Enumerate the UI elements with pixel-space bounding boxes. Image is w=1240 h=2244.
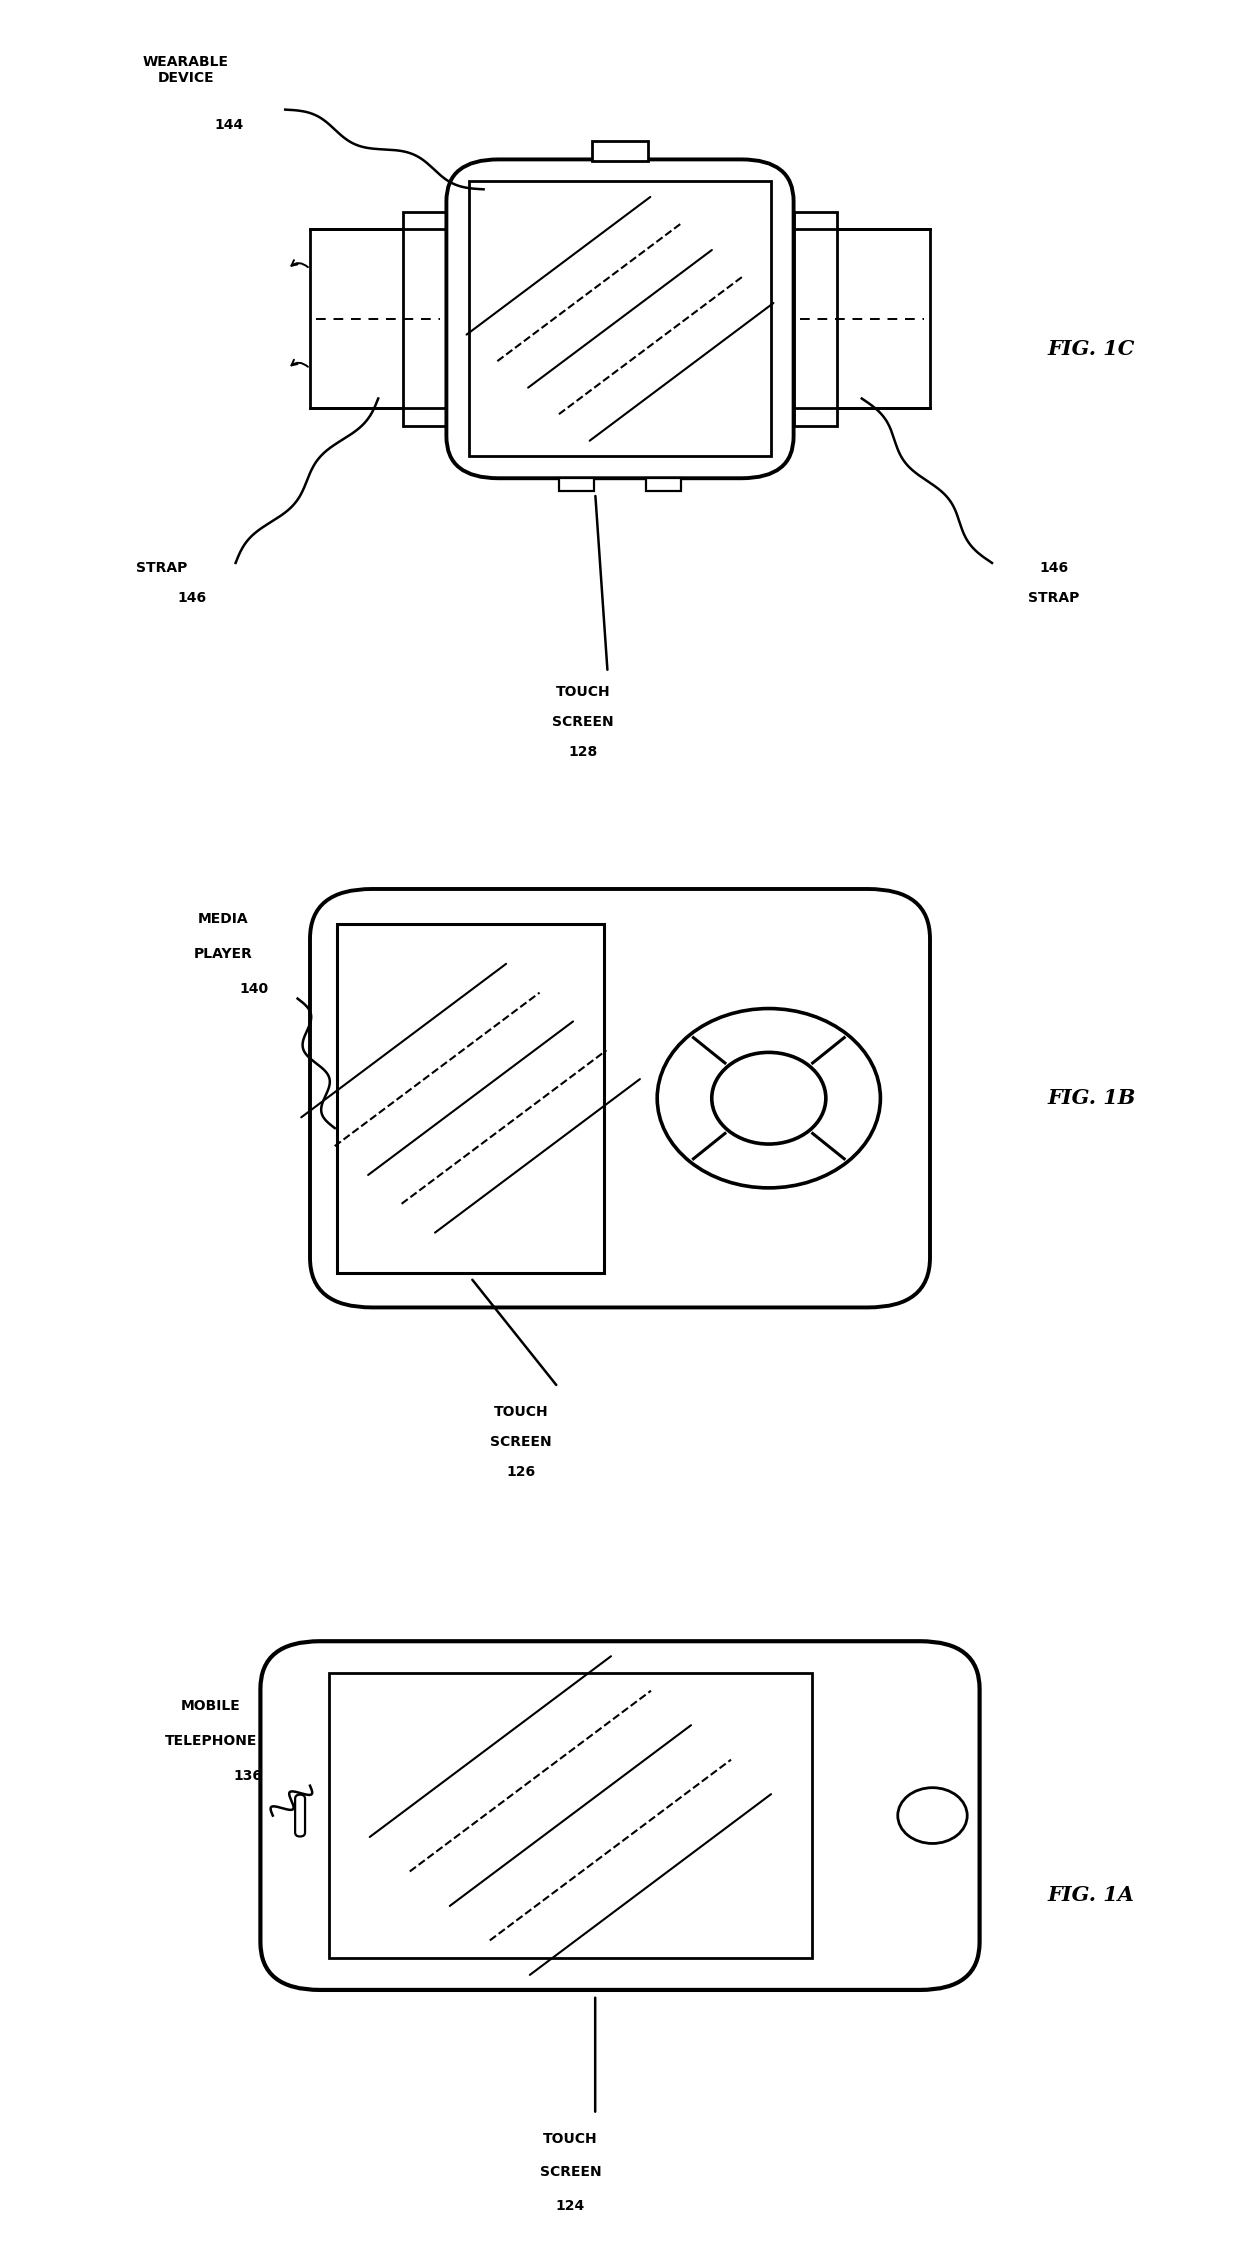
Bar <box>646 478 681 491</box>
Circle shape <box>657 1008 880 1187</box>
FancyBboxPatch shape <box>260 1640 980 1990</box>
Text: 144: 144 <box>215 117 244 132</box>
FancyBboxPatch shape <box>310 889 930 1308</box>
Text: SCREEN: SCREEN <box>552 716 614 729</box>
Text: MOBILE: MOBILE <box>181 1699 241 1712</box>
Text: 146: 146 <box>1039 561 1069 574</box>
Text: 126: 126 <box>506 1465 536 1479</box>
Bar <box>559 478 594 491</box>
Text: TOUCH: TOUCH <box>556 684 610 700</box>
Bar <box>794 211 837 426</box>
Circle shape <box>898 1788 967 1845</box>
Text: STRAP: STRAP <box>1028 590 1080 606</box>
Text: 140: 140 <box>239 981 269 996</box>
Bar <box>329 1674 812 1959</box>
Text: 128: 128 <box>568 745 598 758</box>
Text: WEARABLE
DEVICE: WEARABLE DEVICE <box>143 54 229 85</box>
Circle shape <box>712 1052 826 1144</box>
Bar <box>794 229 930 408</box>
Text: FIG. 1A: FIG. 1A <box>1048 1885 1135 1905</box>
Text: 124: 124 <box>556 2199 585 2213</box>
Bar <box>310 229 446 408</box>
Text: FIG. 1B: FIG. 1B <box>1047 1088 1136 1109</box>
Bar <box>337 925 604 1272</box>
Bar <box>593 141 649 162</box>
Text: MEDIA: MEDIA <box>198 911 248 927</box>
Text: STRAP: STRAP <box>135 561 187 574</box>
FancyBboxPatch shape <box>295 1795 305 1836</box>
Text: SCREEN: SCREEN <box>539 2165 601 2179</box>
FancyBboxPatch shape <box>446 159 794 478</box>
Bar <box>403 211 446 426</box>
Text: FIG. 1C: FIG. 1C <box>1048 339 1135 359</box>
Text: 136: 136 <box>233 1768 263 1782</box>
Bar <box>469 182 771 456</box>
Text: TOUCH: TOUCH <box>543 2132 598 2145</box>
Text: SCREEN: SCREEN <box>490 1434 552 1450</box>
Text: 146: 146 <box>177 590 207 606</box>
Text: TELEPHONE: TELEPHONE <box>165 1735 257 1748</box>
Text: TOUCH: TOUCH <box>494 1405 548 1418</box>
Text: PLAYER: PLAYER <box>193 947 253 960</box>
